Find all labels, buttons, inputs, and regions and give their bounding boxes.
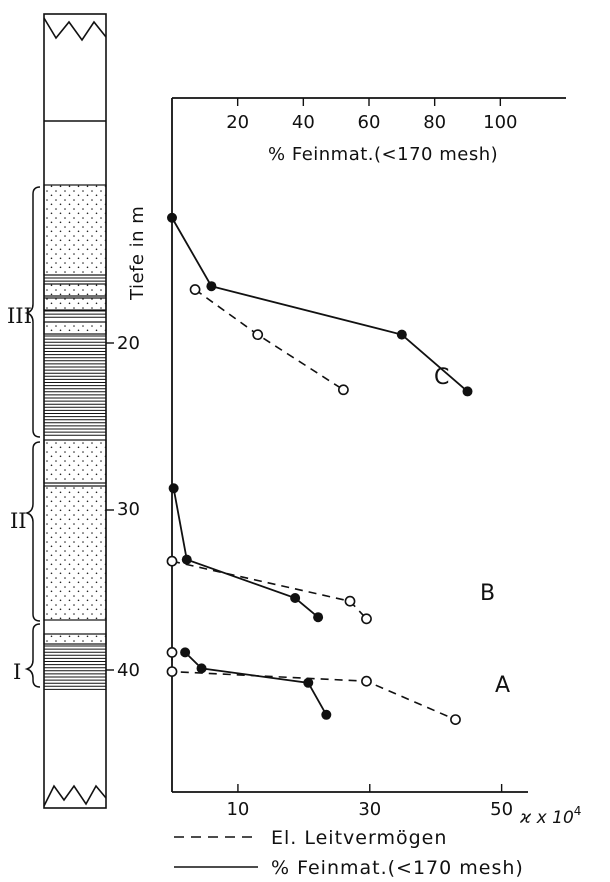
top-tick-label: 20	[226, 112, 249, 133]
top-axis-title: % Feinmat.(<170 mesh)	[268, 144, 498, 165]
top-tick-label: 60	[358, 112, 381, 133]
sand-layer	[43, 184, 107, 276]
top-axis-ticks: 20 40 60 80 100	[226, 98, 518, 133]
zone-label-I: I	[13, 660, 21, 684]
top-tick-label: 40	[292, 112, 315, 133]
column-outline	[43, 13, 107, 809]
conductivity-point-B	[344, 595, 356, 607]
zone-brace-III	[24, 186, 41, 438]
column-break-top	[43, 17, 107, 42]
conductivity-point-C	[252, 329, 264, 341]
conductivity-point-A	[166, 666, 178, 677]
curve-label-A: A	[495, 673, 510, 698]
fines-point-A	[303, 677, 314, 688]
bottom-axis-title-main: ϰ x 10	[519, 808, 574, 828]
fines-point-B	[181, 554, 192, 565]
curve-label-B: B	[480, 581, 495, 606]
bottom-tick-label: 50	[490, 799, 513, 820]
conductivity-point-A	[361, 675, 372, 687]
legend-dashed-label: El. Leitvermögen	[271, 827, 447, 849]
sand-layer	[43, 485, 107, 621]
fines-point-A	[196, 663, 207, 674]
fines-point-C	[396, 329, 407, 340]
fines-point-A	[180, 647, 191, 658]
clay-layers	[44, 277, 106, 690]
depth-ticks	[106, 342, 114, 671]
bottom-tick-label: 30	[358, 799, 381, 820]
zone-braces	[24, 186, 41, 688]
zone-label-II: II	[10, 509, 27, 533]
fines-point-C	[206, 281, 217, 292]
dashed-line-A	[171, 652, 456, 721]
bottom-axis-title-exponent: 4	[574, 804, 582, 818]
top-tick-label: 100	[483, 112, 517, 133]
fines-point-B	[168, 483, 179, 494]
zone-brace-II	[24, 441, 41, 622]
legend: El. Leitvermögen % Feinmat.(<170 mesh)	[174, 827, 524, 879]
zone-label-III: III	[7, 304, 32, 328]
bottom-axis-title: ϰ x 104	[519, 804, 581, 828]
solid-line-C	[171, 217, 469, 393]
depth-axis-title: Tiefe in m	[127, 206, 148, 301]
solid-line-A	[184, 651, 328, 716]
conductivity-point-B	[361, 613, 372, 625]
solid-line-B	[172, 488, 319, 618]
bottom-axis-ticks: 10 30 50	[226, 784, 513, 820]
conductivity-point-B	[166, 555, 178, 567]
fines-point-B	[290, 593, 301, 603]
sand-layer	[43, 297, 107, 311]
series-layer	[166, 212, 473, 725]
column-break-bottom	[43, 784, 107, 807]
fines-point-C	[462, 386, 473, 397]
depth-tick-label: 40	[117, 660, 140, 681]
dashed-line-B	[171, 560, 368, 620]
depth-tick-label: 30	[117, 499, 140, 520]
fines-point-C	[167, 212, 177, 223]
zone-brace-I	[24, 623, 41, 688]
fines-point-B	[313, 612, 324, 623]
sand-layer	[43, 283, 107, 297]
fines-point-A	[321, 709, 332, 720]
sand-layer	[43, 633, 107, 645]
conductivity-point-A	[450, 714, 461, 725]
top-tick-label: 80	[423, 112, 446, 133]
sand-layer	[43, 439, 107, 484]
sand-layer	[43, 321, 107, 335]
strat-column	[43, 13, 114, 809]
curve-label-C: C	[434, 365, 449, 390]
dashed-line-C	[194, 288, 344, 391]
conductivity-point-A	[166, 647, 178, 658]
conductivity-point-C	[189, 284, 201, 295]
bottom-tick-label: 10	[226, 799, 249, 820]
legend-solid-label: % Feinmat.(<170 mesh)	[271, 857, 524, 879]
depth-tick-label: 20	[117, 333, 140, 354]
conductivity-point-C	[338, 384, 349, 396]
